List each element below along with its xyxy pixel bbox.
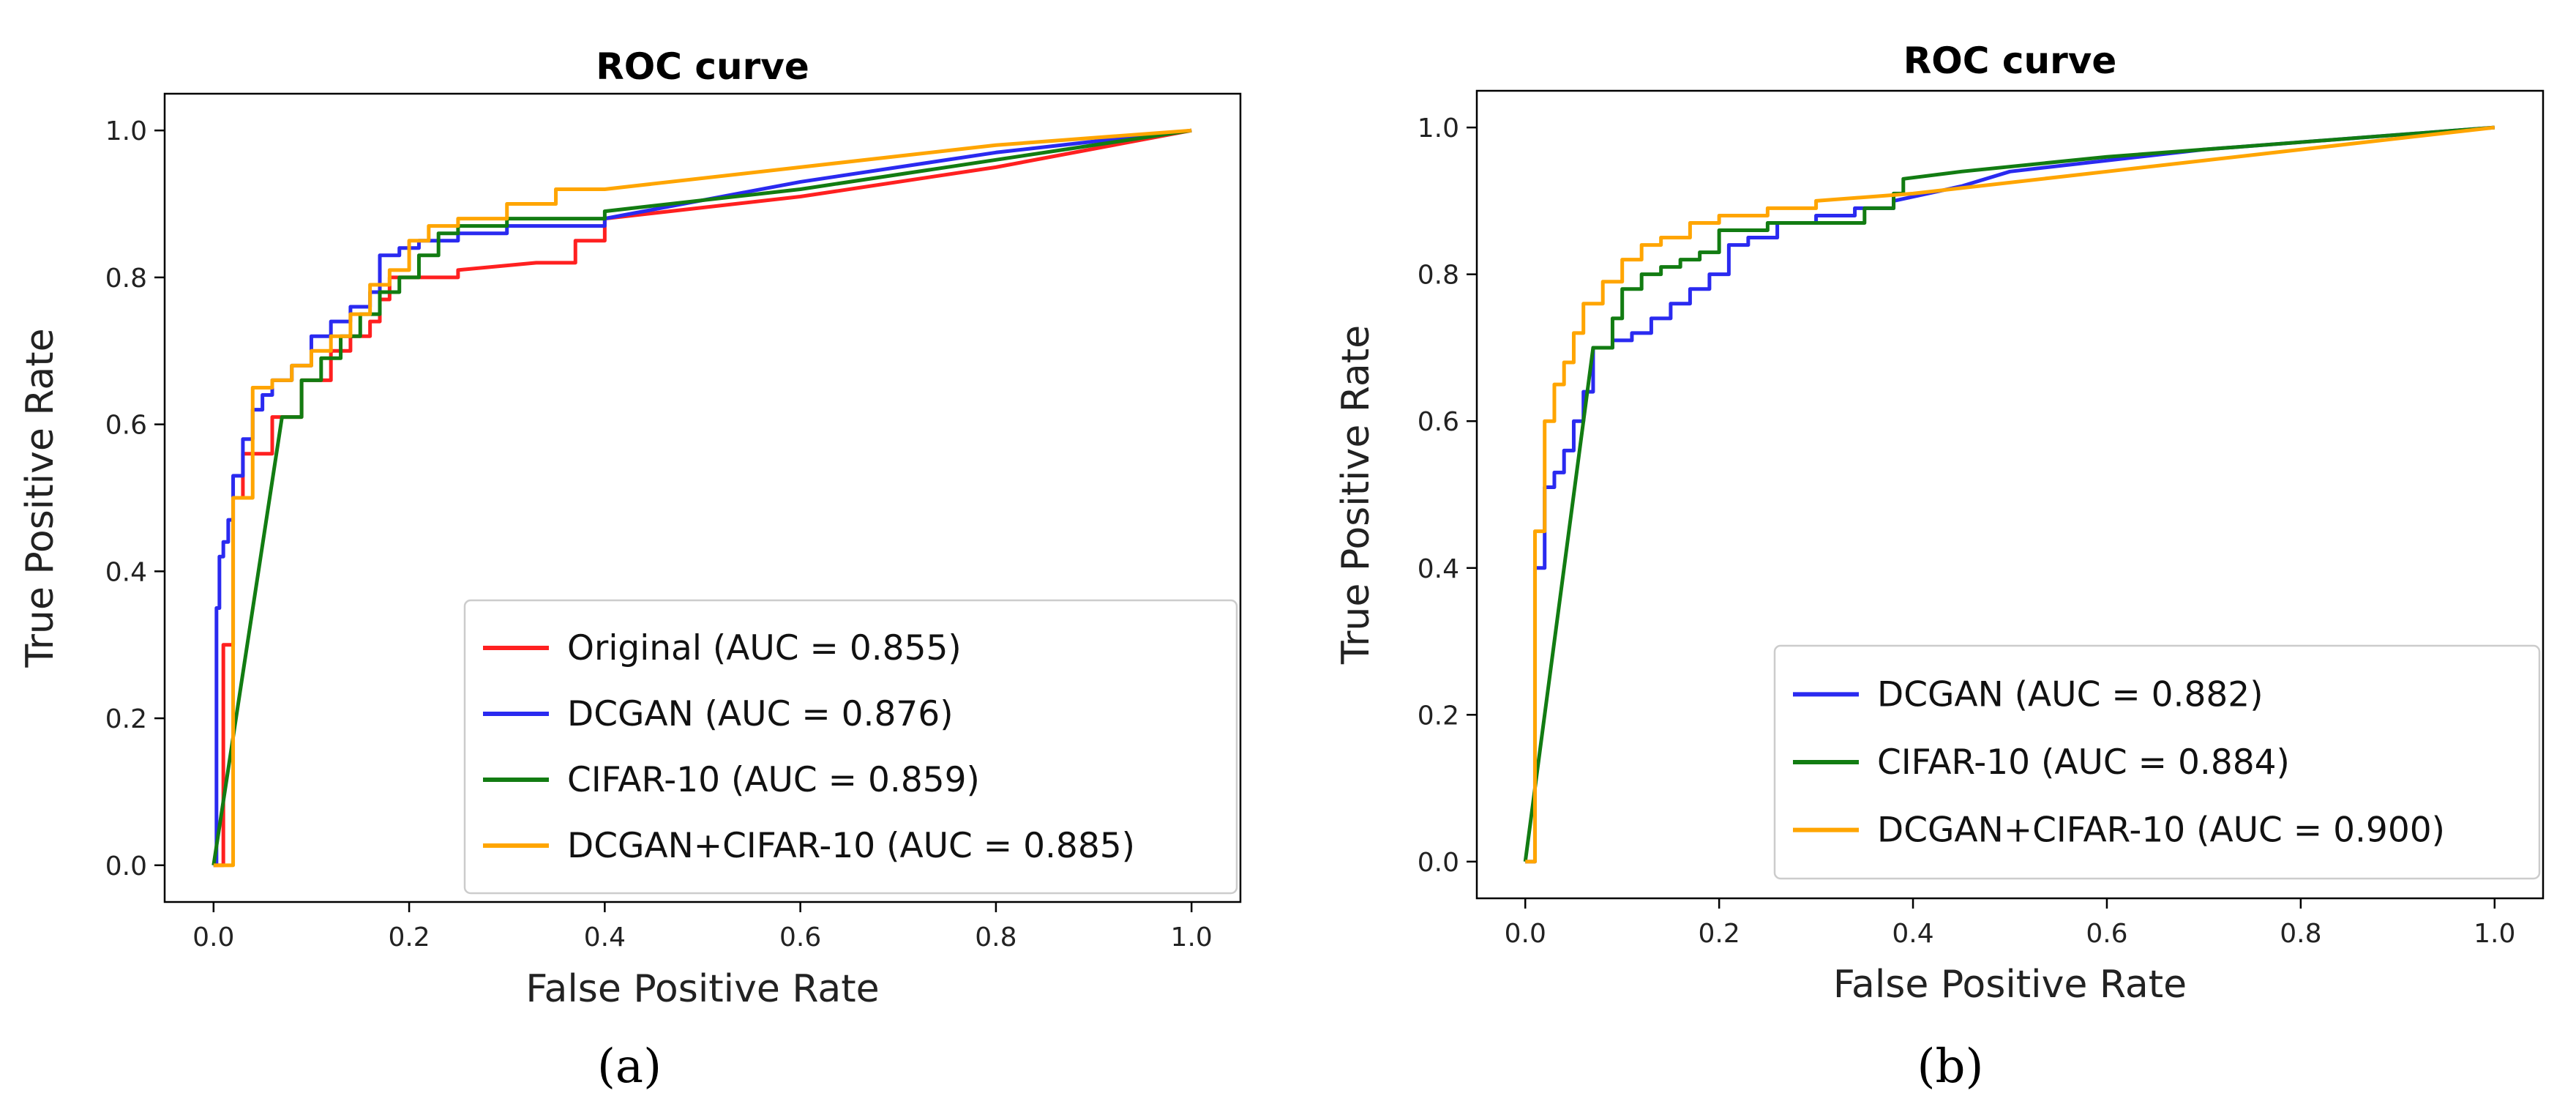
series-line-3 xyxy=(1525,125,2496,864)
x-tick-label: 0.8 xyxy=(975,922,1016,953)
plot-frame xyxy=(163,92,1242,903)
y-tick-label: 1.0 xyxy=(105,116,147,146)
legend-entry-2: CIFAR-10 (AUC = 0.884) xyxy=(1877,742,2290,783)
legend-box xyxy=(1773,644,2541,880)
y-axis-label: True Positive Rate xyxy=(18,328,62,668)
chart-panel-a: ROC curve 0.0 0.2 0.4 0.6 0.8 1.0 0.0 0.2 0.4 0.6 0… xyxy=(18,45,1242,1094)
y-tick-label: 0.6 xyxy=(105,411,147,441)
plot-frame xyxy=(1475,89,2545,900)
y-tick-label: 0.4 xyxy=(105,557,147,587)
y-tick-label: 0.2 xyxy=(105,704,147,734)
panel-label: (a) xyxy=(597,1040,662,1094)
x-tick-label: 0.8 xyxy=(2280,919,2321,949)
legend-entry-1: Original (AUC = 0.855) xyxy=(567,628,962,668)
y-tick-label: 0.2 xyxy=(1418,701,1459,731)
legend-entry-1: DCGAN (AUC = 0.882) xyxy=(1877,674,2264,715)
series-line-4 xyxy=(213,128,1192,868)
y-tick-label: 0.4 xyxy=(1418,554,1459,584)
panel-label: (b) xyxy=(1917,1040,1984,1094)
x-tick-label: 0.2 xyxy=(1699,919,1740,949)
series-line-1 xyxy=(1525,125,2495,864)
x-tick-label: 0.0 xyxy=(1505,919,1546,949)
y-tick-label: 0.8 xyxy=(1418,261,1459,291)
y-tick-label: 0.6 xyxy=(1418,407,1459,437)
x-tick-label: 1.0 xyxy=(2474,919,2515,949)
legend-entry-4: DCGAN+CIFAR-10 (AUC = 0.885) xyxy=(567,826,1135,866)
legend-entry-2: DCGAN (AUC = 0.876) xyxy=(567,694,954,734)
x-tick-label: 1.0 xyxy=(1171,922,1213,953)
x-tick-label: 0.2 xyxy=(388,922,430,953)
legend-entry-3: CIFAR-10 (AUC = 0.859) xyxy=(567,760,980,800)
chart-panel-b: ROC curve 0.0 0.2 0.4 0.6 0.8 1.0 0.0 0.2 0.4 0.6 0… xyxy=(1334,40,2545,1094)
series-line-3 xyxy=(211,128,1192,866)
legend-entry-3: DCGAN+CIFAR-10 (AUC = 0.900) xyxy=(1877,810,2445,851)
series-line-2 xyxy=(1523,125,2495,862)
y-axis-label: True Positive Rate xyxy=(1334,325,1378,665)
x-tick-label: 0.4 xyxy=(1892,919,1933,949)
x-tick-label: 0.6 xyxy=(2086,919,2127,949)
x-axis-label: False Positive Rate xyxy=(525,967,879,1011)
x-tick-label: 0.6 xyxy=(779,922,821,953)
legend-box xyxy=(463,599,1238,895)
x-tick-label: 0.0 xyxy=(192,922,234,953)
x-axis-label: False Positive Rate xyxy=(1833,963,2187,1007)
y-tick-label: 0.8 xyxy=(105,264,147,294)
y-tick-label: 1.0 xyxy=(1418,113,1459,143)
x-tick-label: 0.4 xyxy=(584,922,626,953)
y-tick-label: 0.0 xyxy=(1418,848,1459,878)
y-tick-label: 0.0 xyxy=(105,851,147,881)
chart-title: ROC curve xyxy=(596,45,809,88)
series-line-2 xyxy=(213,128,1192,868)
chart-title: ROC curve xyxy=(1903,40,2117,82)
